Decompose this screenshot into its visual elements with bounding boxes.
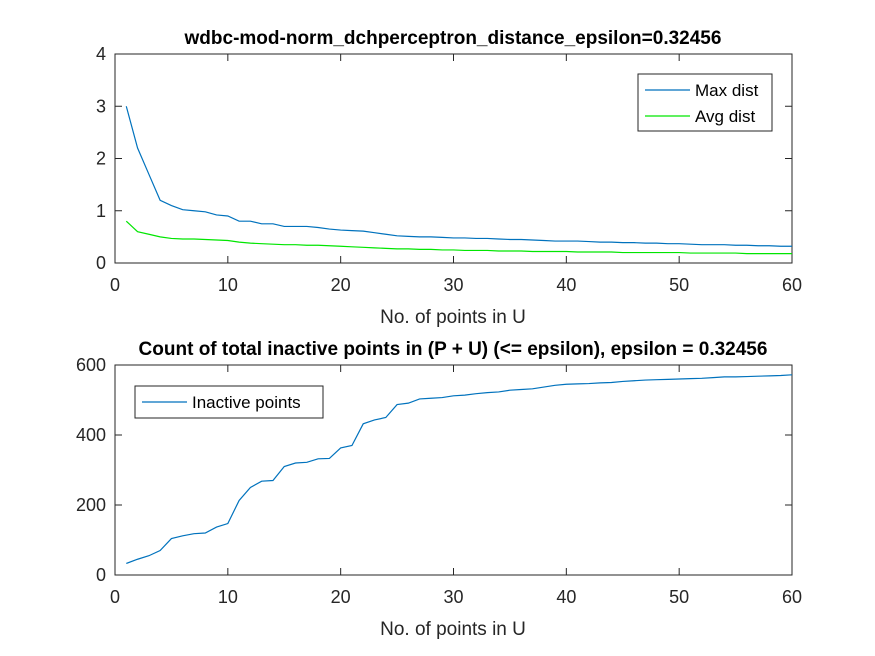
bottom-series-lines	[126, 374, 793, 565]
bottom-y-tick-label: 400	[76, 425, 106, 445]
bottom-x-tick-label: 30	[443, 587, 463, 607]
top-x-tick-label: 40	[556, 275, 576, 295]
top-x-tick-label: 50	[669, 275, 689, 295]
bottom-chart-title: Count of total inactive points in (P + U…	[139, 339, 768, 360]
bottom-x-tick-label: 40	[556, 587, 576, 607]
legend-label-max-dist: Max dist	[695, 81, 759, 100]
bottom-x-axis-label: No. of points in U	[380, 619, 526, 640]
bottom-y-tick-label: 600	[76, 355, 106, 375]
top-chart-title: wdbc-mod-norm_dchperceptron_distance_eps…	[184, 28, 722, 49]
bottom-subplot: Count of total inactive points in (P + U…	[76, 339, 802, 640]
top-x-tick-label: 60	[782, 275, 802, 295]
bottom-legend: Inactive points	[134, 385, 324, 419]
bottom-x-tick-label: 0	[110, 587, 120, 607]
top-y-tick-label: 4	[96, 44, 106, 64]
series-line-inactive-points	[126, 374, 793, 565]
legend-label-avg-dist: Avg dist	[695, 107, 755, 126]
top-legend-box	[637, 73, 773, 132]
bottom-x-tick-label: 20	[331, 587, 351, 607]
legend-label-inactive-points: Inactive points	[192, 393, 301, 412]
top-x-tick-label: 20	[331, 275, 351, 295]
top-y-tick-label: 2	[96, 149, 106, 169]
top-subplot: wdbc-mod-norm_dchperceptron_distance_eps…	[96, 28, 802, 328]
top-x-axis-label: No. of points in U	[380, 307, 526, 328]
top-x-tick-label: 10	[218, 275, 238, 295]
bottom-y-tick-label: 0	[96, 565, 106, 585]
series-line-max-dist	[125, 106, 792, 247]
bottom-x-tick-label: 60	[782, 587, 802, 607]
bottom-x-tick-label: 10	[218, 587, 238, 607]
top-y-tick-label: 1	[96, 201, 106, 221]
top-y-tick-label: 3	[96, 96, 106, 116]
top-x-tick-label: 0	[110, 275, 120, 295]
bottom-x-tick-label: 50	[669, 587, 689, 607]
top-y-tick-label: 0	[96, 253, 106, 273]
top-x-tick-label: 30	[443, 275, 463, 295]
series-line-avg-dist	[125, 220, 792, 255]
top-series-lines	[125, 106, 792, 255]
top-ticks: 0 10 20 30 40 50 60 0 1 2 3 4	[96, 44, 802, 295]
top-legend: Max dist Avg dist	[637, 73, 773, 132]
bottom-y-tick-label: 200	[76, 495, 106, 515]
